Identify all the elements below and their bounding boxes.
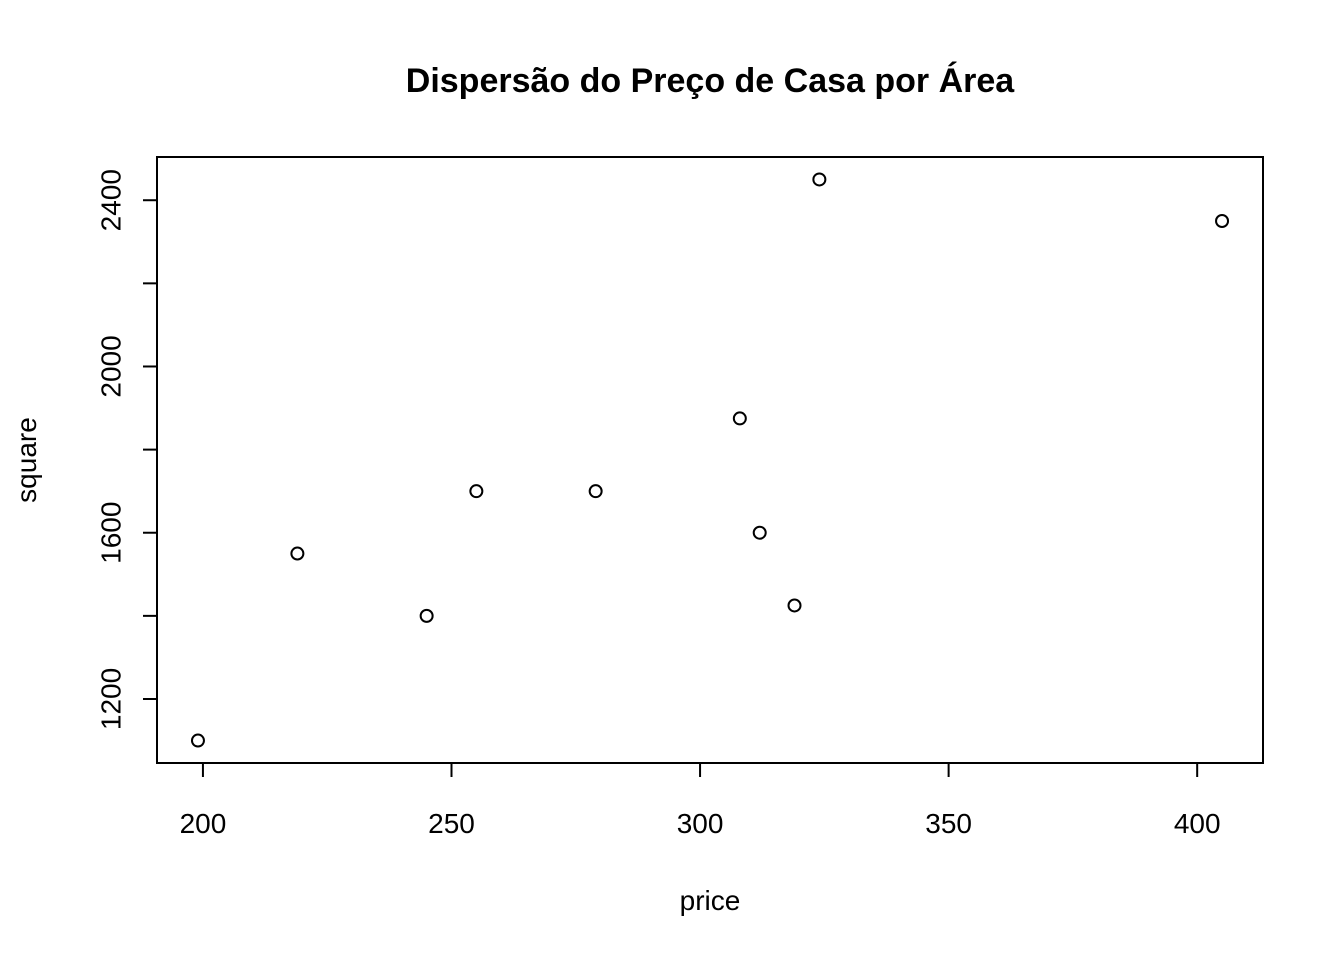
- plot-frame: [156, 156, 1264, 764]
- x-axis-title: price: [680, 885, 741, 916]
- scatter-point: [419, 608, 434, 623]
- y-tick-label: 1600: [95, 502, 126, 564]
- chart-title: Dispersão do Preço de Casa por Área: [406, 62, 1016, 100]
- scatter-point: [787, 598, 802, 613]
- x-tick-label: 200: [180, 808, 227, 839]
- x-tick-label: 250: [428, 808, 475, 839]
- y-tick-label: 2400: [95, 169, 126, 231]
- scatter-point: [588, 484, 603, 499]
- scatter-point: [290, 546, 305, 561]
- scatter-point: [732, 411, 747, 426]
- scatter-point: [812, 172, 827, 187]
- y-tick-label: 1200: [95, 668, 126, 730]
- x-tick-label: 350: [925, 808, 972, 839]
- x-tick-label: 400: [1174, 808, 1221, 839]
- scatter-point: [752, 525, 767, 540]
- y-axis-title: square: [11, 417, 42, 503]
- y-tick-label: 2000: [95, 335, 126, 397]
- scatter-point: [469, 484, 484, 499]
- scatter-point: [1215, 214, 1230, 229]
- scatter-point: [190, 733, 205, 748]
- x-tick-label: 300: [677, 808, 724, 839]
